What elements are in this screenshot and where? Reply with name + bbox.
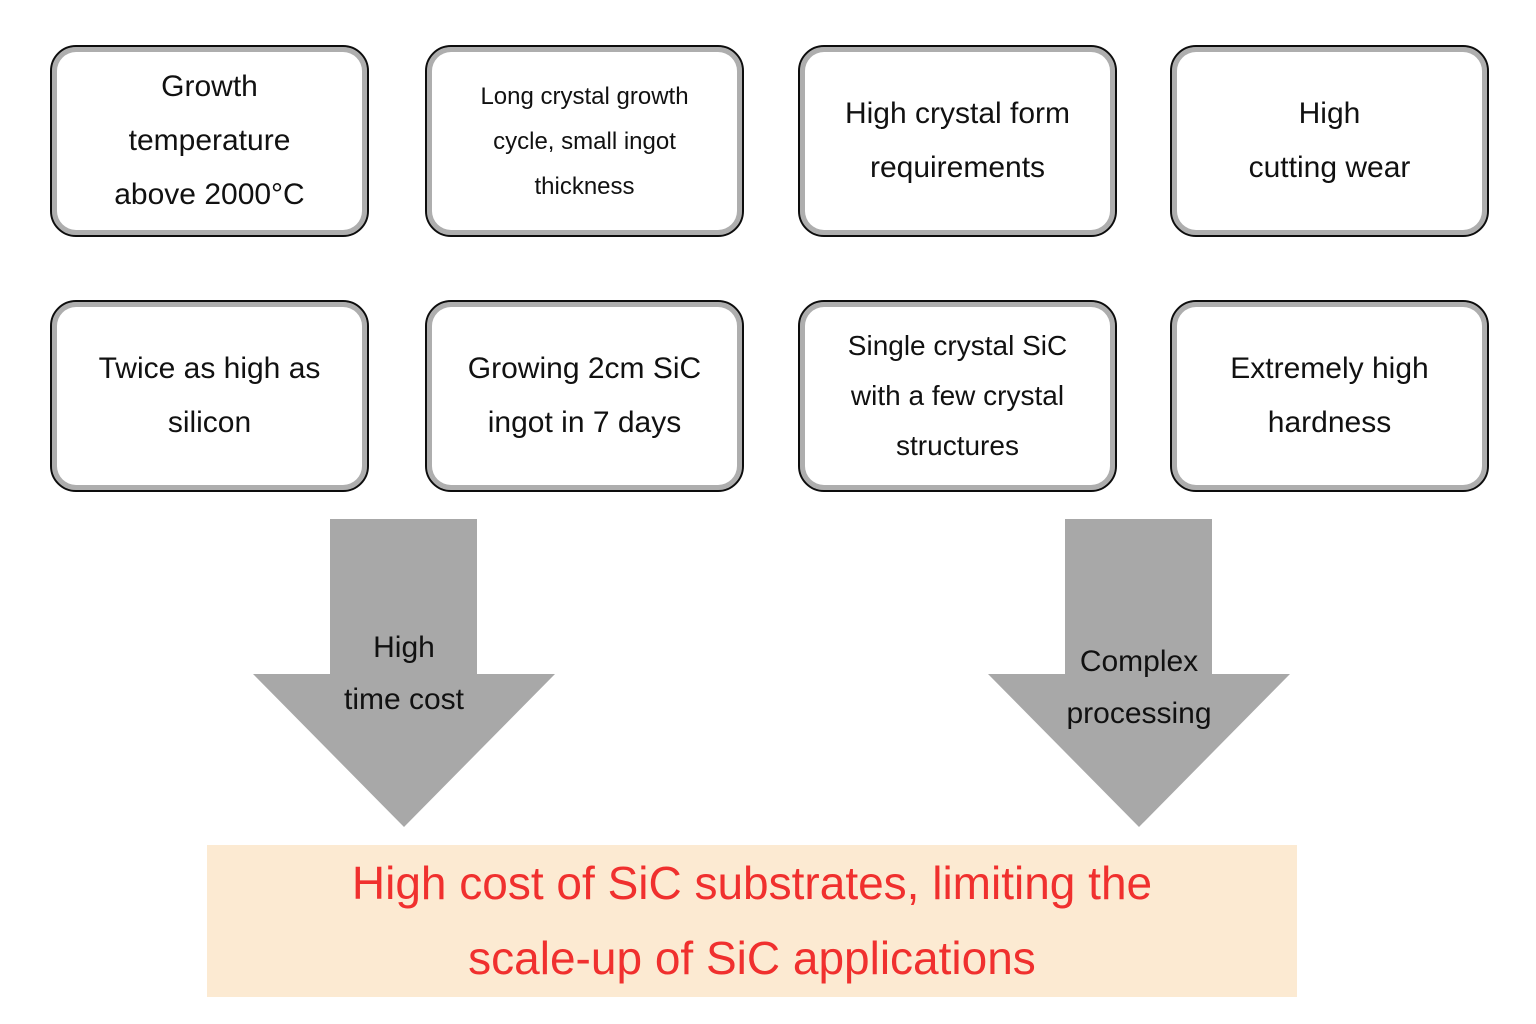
factor-box-ingot-7-days: Growing 2cm SiC ingot in 7 days [425, 300, 744, 492]
factor-box-growth-cycle: Long crystal growth cycle, small ingot t… [425, 45, 744, 237]
box-text-line: cutting wear [1248, 151, 1411, 184]
factor-box-high-hardness: Extremely high hardness [1170, 300, 1489, 492]
down-arrow-icon [253, 519, 555, 829]
box-text-line: Twice as high as [98, 352, 321, 385]
box-text-line: ingot in 7 days [487, 406, 682, 439]
box-text-line: High [1298, 97, 1361, 130]
box-text-line: Single crystal SiC [847, 330, 1068, 361]
box-text-line: Long crystal growth [480, 82, 689, 110]
banner-text-line: High cost of SiC substrates, limiting th… [351, 857, 1153, 909]
factor-box-crystal-structures: Single crystal SiC with a few crystal st… [798, 300, 1117, 492]
arrow-label-line: High [373, 631, 435, 664]
box-text-line: silicon [167, 406, 252, 439]
factor-box-cutting-wear: High cutting wear [1170, 45, 1489, 237]
down-arrow-icon [988, 519, 1290, 829]
box-text-line: hardness [1267, 406, 1392, 439]
banner-text-line: scale-up of SiC applications [468, 932, 1036, 984]
box-text-line: cycle, small ingot [493, 127, 676, 155]
conclusion-banner: High cost of SiC substrates, limiting th… [207, 845, 1297, 997]
box-text-line: with a few crystal [850, 380, 1065, 411]
factor-box-crystal-form: High crystal form requirements [798, 45, 1117, 237]
box-text-line: Extremely high [1230, 352, 1429, 385]
box-text-line: Growing 2cm SiC [467, 352, 702, 385]
box-text-line: High crystal form [844, 97, 1071, 130]
arrow-label-line: processing [1066, 697, 1212, 730]
box-text-line: requirements [869, 151, 1046, 184]
arrow-label-line: Complex [1079, 645, 1199, 678]
box-text-line: structures [896, 430, 1019, 461]
arrow-label-high-time-cost: High time cost [253, 622, 555, 726]
factor-box-twice-silicon: Twice as high as silicon [50, 300, 369, 492]
arrow-label-line: time cost [343, 683, 465, 716]
factor-box-growth-temperature: Growth temperature above 2000°C [50, 45, 369, 237]
box-text-line: thickness [534, 172, 635, 200]
box-text-line: temperature [128, 124, 291, 157]
box-text-line: above 2000°C [114, 178, 305, 211]
arrow-label-complex-processing: Complex processing [988, 636, 1290, 740]
box-text-line: Growth [161, 70, 258, 103]
